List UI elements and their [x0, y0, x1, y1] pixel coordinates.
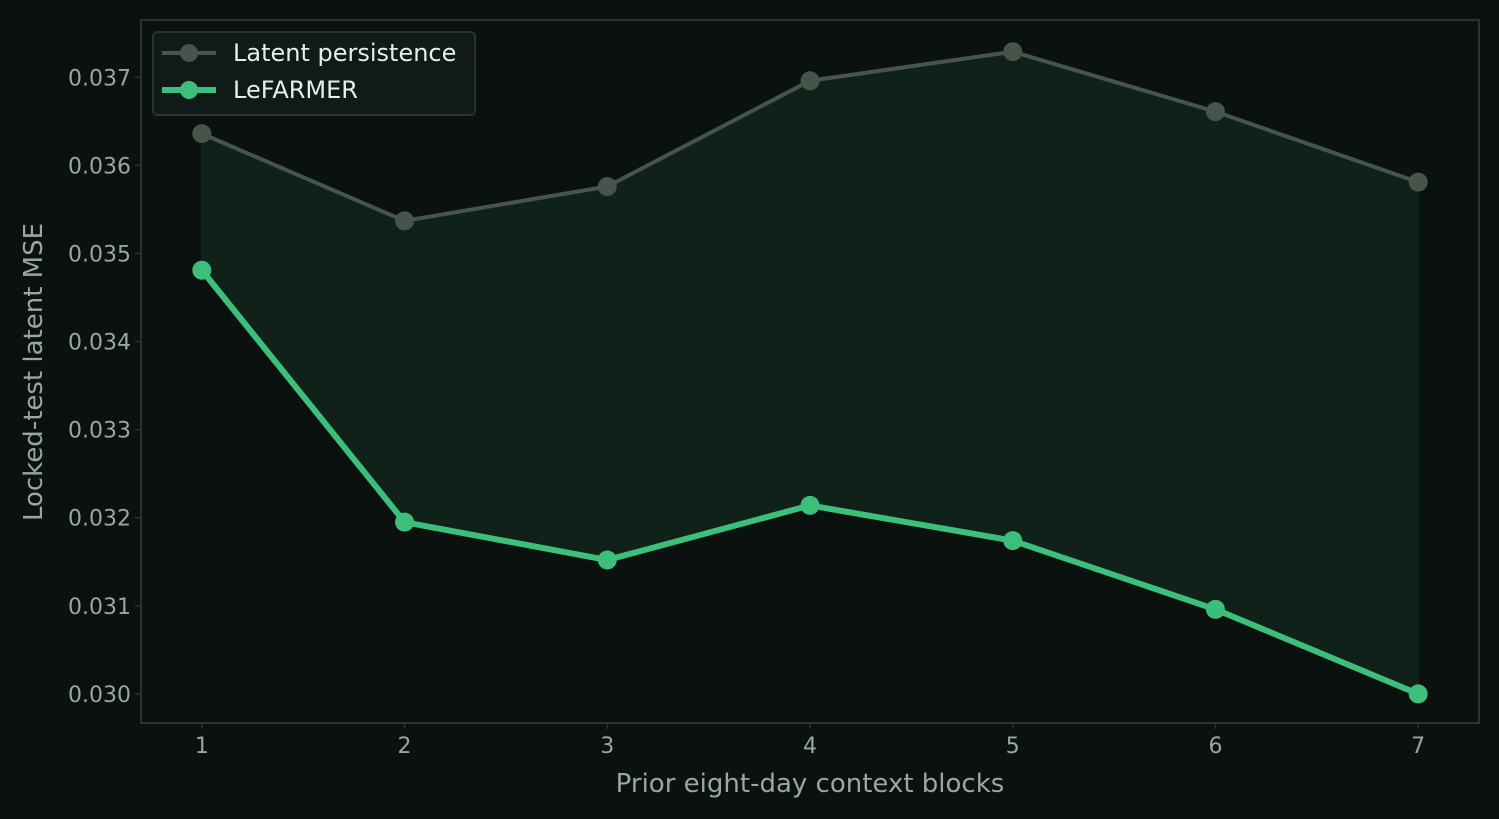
- y-tick-label: 0.030: [68, 683, 131, 708]
- data-point-latent-persistence-7: [1408, 172, 1428, 192]
- data-point-latent-persistence-1: [192, 124, 212, 144]
- data-point-latent-persistence-4: [800, 71, 820, 91]
- x-tick-label: 6: [1208, 734, 1222, 759]
- data-point-lefarmer-1: [192, 260, 212, 280]
- y-tick-label: 0.036: [68, 154, 131, 179]
- y-axis-label: Locked-test latent MSE: [19, 223, 49, 521]
- x-tick-label: 2: [398, 734, 412, 759]
- x-tick-label: 3: [600, 734, 614, 759]
- y-tick-label: 0.035: [68, 242, 131, 267]
- data-point-lefarmer-6: [1205, 599, 1225, 619]
- data-point-lefarmer-4: [800, 495, 820, 515]
- data-point-latent-persistence-5: [1003, 42, 1023, 62]
- x-tick-label: 5: [1006, 734, 1020, 759]
- series-lefarmer: [192, 260, 1428, 704]
- x-tick-label: 1: [195, 734, 209, 759]
- data-point-latent-persistence-2: [395, 211, 415, 231]
- x-tick-label: 7: [1411, 734, 1425, 759]
- series-latent-persistence: [192, 42, 1428, 231]
- legend-marker-latent-persistence: [180, 44, 198, 62]
- data-point-latent-persistence-6: [1205, 102, 1225, 122]
- data-point-lefarmer-7: [1408, 684, 1428, 704]
- x-axis-label: Prior eight-day context blocks: [616, 769, 1005, 799]
- data-point-lefarmer-3: [597, 550, 617, 570]
- legend-box: [152, 31, 476, 116]
- data-point-lefarmer-2: [395, 512, 415, 532]
- data-point-latent-persistence-3: [597, 177, 617, 196]
- legend-label-lefarmer: LeFARMER: [233, 76, 358, 104]
- y-tick-label: 0.034: [68, 331, 131, 356]
- y-tick-label: 0.032: [68, 507, 131, 532]
- data-point-lefarmer-5: [1003, 531, 1023, 551]
- legend-label-latent-persistence: Latent persistence: [233, 39, 456, 67]
- y-tick-label: 0.037: [68, 66, 131, 91]
- x-tick-label: 4: [803, 734, 817, 759]
- y-tick-label: 0.033: [68, 419, 131, 444]
- legend-marker-lefarmer: [180, 81, 198, 99]
- legend: Latent persistence LeFARMER: [152, 31, 476, 116]
- y-tick-label: 0.031: [68, 595, 131, 620]
